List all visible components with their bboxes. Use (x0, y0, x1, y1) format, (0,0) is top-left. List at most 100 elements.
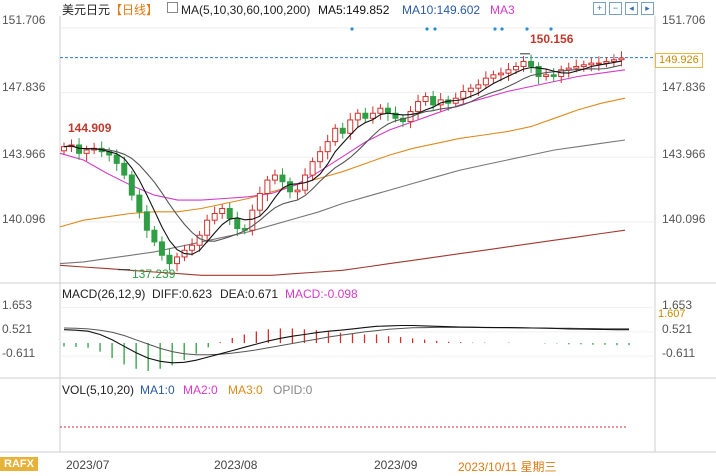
vol-ma1: MA1:0 (140, 383, 175, 397)
arrow-right-icon[interactable]: ▸ (641, 2, 654, 15)
candle-body-28 (264, 179, 271, 194)
candle-body-34 (309, 161, 316, 176)
ma-label: MA(5,10,30,60,100,200) (181, 3, 311, 17)
candle-body-13 (151, 229, 158, 243)
period-label[interactable]: 【日线】 (110, 3, 159, 17)
left-price-tick-4: 140.096 (2, 212, 46, 226)
date-label-sep: 2023/09 (374, 458, 418, 472)
vol-opid: OPID:0 (273, 383, 313, 397)
candle-body-40 (354, 112, 361, 121)
candle-body-22 (219, 207, 226, 214)
candle-body-60 (505, 69, 512, 74)
event-dot-6 (525, 27, 529, 31)
ma100-line (59, 139, 626, 265)
macd-right-tick-3: -0.611 (662, 346, 696, 360)
candle-body-15 (166, 254, 173, 265)
symbol-label: 美元日元 (62, 3, 111, 17)
candle-body-64 (535, 65, 542, 77)
candle-body-1 (61, 146, 67, 152)
macd-diff-line (63, 324, 629, 364)
candle-body-69 (573, 65, 580, 69)
candle-body-63 (528, 60, 535, 67)
vol-ma3: MA3:0 (228, 383, 263, 397)
macd-value: MACD:-0.098 (285, 287, 358, 301)
candle-body-23 (226, 207, 233, 220)
ma60-line (59, 97, 626, 228)
candle-body-56 (475, 84, 482, 89)
macd-left-tick-2: 0.521 (2, 322, 33, 336)
candle-body-30 (279, 174, 286, 183)
last-price-badge: 149.926 (655, 53, 703, 68)
candle-body-10 (128, 174, 135, 196)
candle-body-54 (460, 91, 467, 99)
candle-body-4 (83, 149, 90, 154)
high-label: 150.156 (530, 32, 574, 46)
cursor-date-label: 2023/10/11 星期三 (458, 460, 557, 474)
ma-settings-icon[interactable] (167, 2, 178, 13)
candle-body-68 (565, 67, 572, 71)
candle-body-42 (369, 112, 376, 119)
candle-body-75 (618, 57, 625, 61)
ma200-line (59, 229, 626, 276)
vol-ma2: MA2:0 (183, 383, 218, 397)
left-price-tick-2: 147.836 (2, 80, 46, 94)
low-label: 137.239 (132, 267, 176, 281)
macd-diff: DIFF:0.623 (152, 287, 213, 301)
event-dot-5 (500, 27, 504, 31)
candle-body-66 (550, 74, 557, 77)
zoom-out-icon[interactable]: − (609, 2, 622, 15)
candle-body-65 (543, 74, 550, 77)
candle-body-43 (377, 107, 384, 114)
ma5-line (63, 60, 622, 255)
candle-body-24 (234, 218, 241, 230)
arrow-left-icon[interactable]: ◂ (625, 2, 638, 15)
event-dot-3 (433, 27, 437, 31)
macd-label: MACD(26,12,9) (62, 287, 146, 301)
candle-body-32 (294, 189, 301, 193)
footer-badge: RAFX (0, 457, 38, 471)
ma5-value: MA5:149.852 (318, 3, 390, 17)
macd-right-tick-1: 1.653 (662, 298, 693, 312)
candle-body-20 (204, 219, 211, 236)
ma3-value: MA3 (490, 3, 515, 17)
candle-body-38 (339, 127, 346, 134)
candle-body-57 (482, 77, 489, 86)
candle-body-14 (158, 241, 165, 256)
date-label-aug: 2023/08 (214, 458, 258, 472)
start-high-label: 144.909 (68, 121, 112, 135)
candle-body-73 (603, 60, 610, 64)
candle-body-9 (121, 162, 128, 176)
candle-body-49 (422, 96, 429, 103)
candle-body-55 (467, 87, 474, 93)
candle-body-61 (513, 65, 519, 71)
candle-body-29 (271, 174, 278, 181)
ma30-line (59, 69, 626, 201)
candle-body-12 (143, 211, 150, 231)
candle-body-58 (490, 74, 497, 79)
candle-body-35 (317, 151, 324, 163)
candle-body-8 (113, 154, 120, 164)
candle-body-18 (189, 244, 196, 251)
candle-body-59 (497, 72, 504, 76)
date-label-jul: 2023/07 (66, 458, 110, 472)
candle-body-62 (520, 60, 527, 67)
ma10-line (63, 64, 622, 242)
candle-body-11 (136, 194, 143, 213)
event-dot-2 (425, 27, 429, 31)
price-tick-1: 151.706 (662, 13, 706, 27)
macd-dea: DEA:0.671 (220, 287, 279, 301)
candle-body-72 (595, 62, 602, 65)
candle-body-44 (384, 107, 391, 114)
candle-body-70 (580, 64, 587, 67)
candle-body-71 (588, 62, 595, 66)
candle-body-16 (174, 256, 180, 265)
left-price-tick-3: 143.966 (2, 147, 46, 161)
candle-body-36 (324, 141, 331, 153)
candle-body-48 (415, 101, 422, 113)
candle-body-50 (430, 96, 437, 106)
zoom-in-icon[interactable]: + (593, 2, 606, 15)
candle-body-37 (332, 127, 339, 143)
price-tick-3: 143.966 (662, 147, 706, 161)
